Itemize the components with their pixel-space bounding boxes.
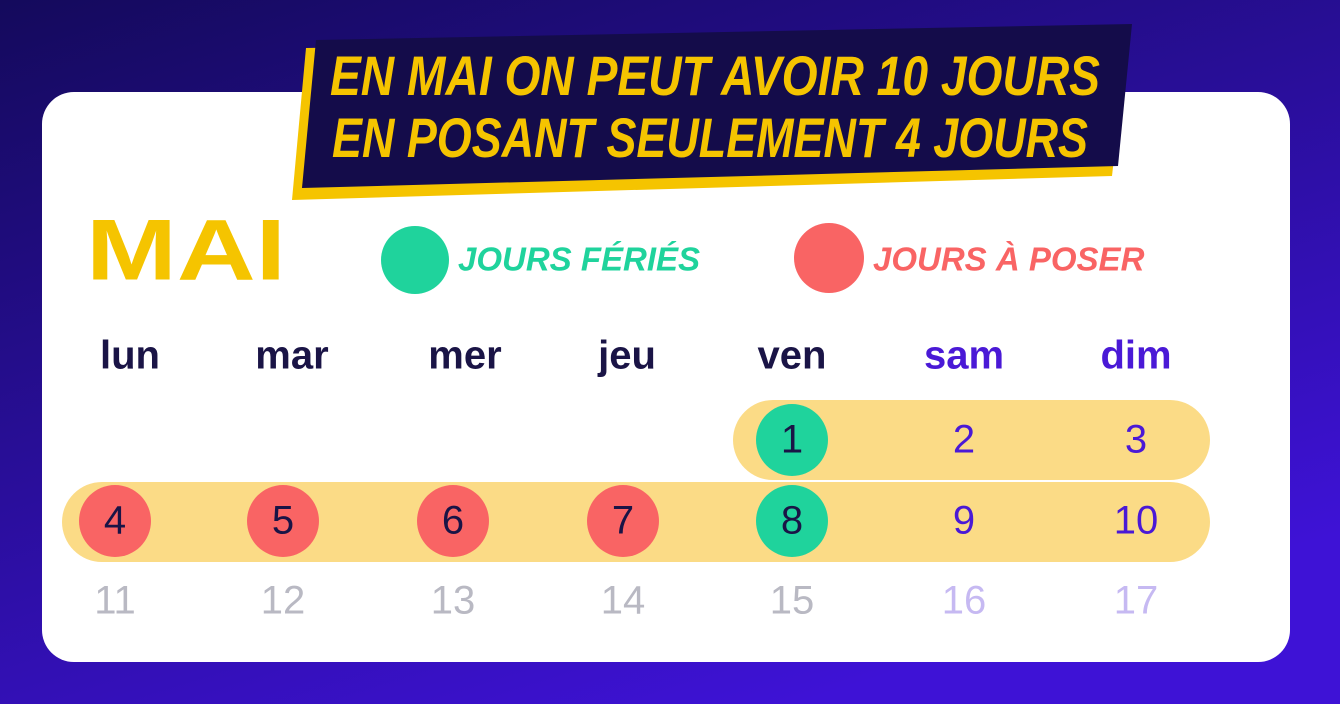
day-marker: [247, 485, 319, 557]
banner-line: EN POSANT SEULEMENT 4 JOURS: [332, 106, 1088, 169]
legend-swatch: [794, 223, 864, 293]
day-marker: [79, 485, 151, 557]
banner-line: EN MAI ON PEUT AVOIR 10 JOURS: [330, 44, 1100, 107]
weekday: mer: [428, 334, 501, 378]
weekday: jeu: [597, 334, 656, 378]
weekday: lun: [100, 334, 160, 378]
day: 10: [1114, 499, 1159, 543]
day: 5: [272, 499, 294, 543]
day: 16: [942, 579, 987, 623]
legend-label: JOURS À POSER: [873, 241, 1145, 278]
day: 15: [770, 579, 815, 623]
day: 12: [261, 579, 306, 623]
day: 3: [1125, 418, 1147, 462]
day: 11: [94, 579, 136, 623]
day: 13: [431, 579, 476, 623]
day: 6: [442, 499, 464, 543]
day-marker: [756, 404, 828, 476]
day: 2: [953, 418, 975, 462]
day-marker: [417, 485, 489, 557]
banner: [302, 24, 1132, 188]
weekday: dim: [1100, 334, 1171, 378]
legend-swatch: [381, 226, 449, 294]
day-marker: [587, 485, 659, 557]
day-marker: [756, 485, 828, 557]
day: 8: [781, 499, 803, 543]
weekday: mar: [255, 334, 328, 378]
day: 4: [104, 499, 126, 543]
month: MAI: [86, 203, 286, 299]
weekday: ven: [758, 334, 827, 378]
day: 1: [781, 418, 803, 462]
weekday: sam: [924, 334, 1004, 378]
highlight-band: [733, 400, 1210, 480]
day: 7: [612, 499, 634, 543]
day: 9: [953, 499, 975, 543]
day: 17: [1114, 579, 1159, 623]
legend-label: JOURS FÉRIÉS: [458, 241, 700, 278]
day: 14: [601, 579, 646, 623]
